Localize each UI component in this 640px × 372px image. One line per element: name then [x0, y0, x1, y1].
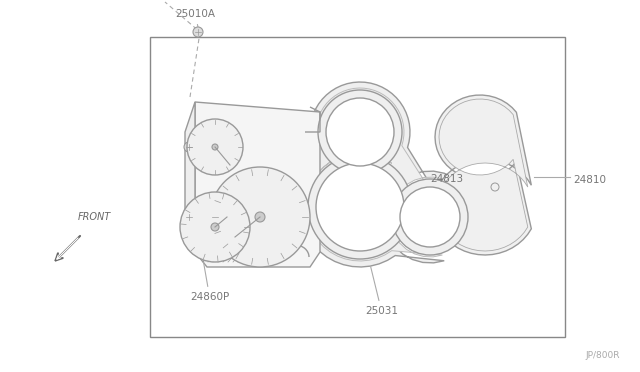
Circle shape	[400, 187, 460, 247]
Bar	[150, 37, 565, 337]
Text: JP/800R: JP/800R	[586, 351, 620, 360]
Circle shape	[211, 223, 219, 231]
Text: 25031: 25031	[365, 267, 398, 316]
Text: 24810: 24810	[573, 175, 606, 185]
Polygon shape	[195, 102, 320, 267]
Polygon shape	[185, 102, 195, 252]
Polygon shape	[300, 82, 476, 267]
Text: 25010A: 25010A	[175, 9, 215, 27]
Circle shape	[180, 192, 250, 262]
Text: 24813: 24813	[430, 174, 463, 184]
Circle shape	[318, 90, 402, 174]
Polygon shape	[433, 95, 531, 255]
Circle shape	[316, 163, 404, 251]
Circle shape	[308, 155, 412, 259]
Circle shape	[326, 98, 394, 166]
Text: FRONT: FRONT	[78, 212, 111, 222]
Circle shape	[210, 167, 310, 267]
Circle shape	[184, 212, 194, 222]
Circle shape	[491, 183, 499, 191]
Polygon shape	[437, 99, 528, 251]
Circle shape	[184, 142, 194, 152]
Polygon shape	[306, 88, 470, 261]
Circle shape	[212, 144, 218, 150]
Circle shape	[255, 212, 265, 222]
Circle shape	[187, 119, 243, 175]
Circle shape	[392, 179, 468, 255]
Circle shape	[193, 27, 203, 37]
Text: 24860P: 24860P	[190, 205, 229, 302]
